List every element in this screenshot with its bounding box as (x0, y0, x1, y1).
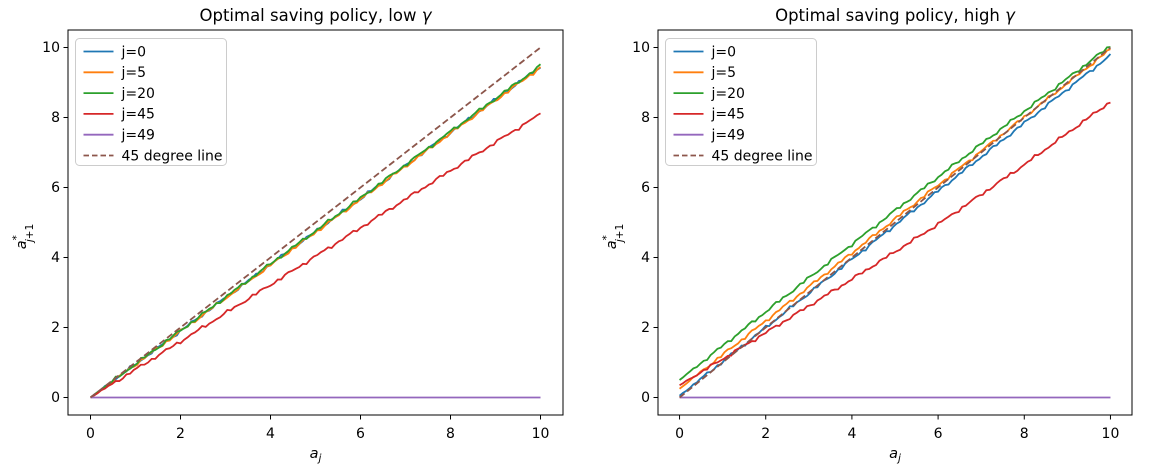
x-tick-label: 10 (1102, 426, 1120, 442)
x-axis: 0 2 4 6 8 10 (86, 415, 549, 442)
legend-label: j=5 (711, 65, 737, 81)
plot-low-gamma: 0 2 4 6 8 10 0 2 4 6 8 10 Optimal saving policy, low… (11, 6, 564, 465)
legend-label: j=49 (121, 128, 155, 144)
x-tick-label: 2 (761, 426, 770, 442)
y-tick-label: 10 (632, 40, 650, 56)
legend-label: 45 degree line (122, 148, 223, 164)
y-axis: 0 2 4 6 8 10 (632, 40, 658, 406)
y-tick-label: 0 (51, 390, 60, 406)
x-tick-label: 8 (1020, 426, 1029, 442)
legend: j=0 j=5 j=20 j=45 j=49 45 degree line (75, 38, 227, 166)
plot-lines (678, 46, 1112, 399)
x-tick-label: 4 (847, 426, 856, 442)
y-tick-label: 6 (51, 180, 60, 196)
y-tick-label: 10 (42, 40, 60, 56)
legend: j=0 j=5 j=20 j=45 j=49 45 degree line (665, 38, 817, 166)
plot-lines (89, 46, 542, 399)
x-tick-label: 4 (266, 426, 275, 442)
legend-box (75, 38, 227, 166)
axes-frame (657, 29, 1133, 416)
x-axis: 0 2 4 6 8 10 (675, 415, 1119, 442)
y-tick-label: 0 (641, 390, 650, 406)
plot-title: Optimal saving policy, low γ (199, 6, 432, 25)
y-axis-label: a*j+1 (601, 224, 626, 250)
y-tick-label: 4 (51, 250, 60, 266)
y-axis: 0 2 4 6 8 10 (42, 40, 68, 406)
legend-label: j=45 (711, 107, 745, 123)
x-tick-label: 8 (446, 426, 455, 442)
legend-box (665, 38, 817, 166)
x-axis-label: aj (889, 446, 901, 465)
y-axis-label: a*j+1 (11, 224, 36, 250)
y-tick-label: 8 (51, 110, 60, 126)
legend-label: j=5 (121, 65, 147, 81)
y-tick-label: 2 (641, 320, 650, 336)
y-tick-label: 6 (641, 180, 650, 196)
legend-label: j=49 (711, 128, 745, 144)
series-line-45-degree-line (89, 46, 542, 399)
series-line-45-degree-line (678, 46, 1112, 399)
y-tick-label: 2 (51, 320, 60, 336)
x-tick-label: 2 (176, 426, 185, 442)
series-line-j-45 (90, 112, 541, 399)
y-tick-label: 4 (641, 250, 650, 266)
y-tick-label: 8 (641, 110, 650, 126)
x-axis-label: aj (310, 446, 322, 465)
legend-label: j=20 (711, 86, 745, 102)
series-line-j-20 (679, 46, 1111, 381)
axes-frame (67, 29, 564, 416)
legend-label: j=0 (121, 44, 147, 60)
legend-label: j=45 (121, 107, 155, 123)
x-tick-label: 6 (356, 426, 365, 442)
series-line-j-5 (679, 48, 1111, 390)
x-tick-label: 6 (934, 426, 943, 442)
plot-title: Optimal saving policy, high γ (775, 6, 1016, 25)
plot-high-gamma: 0 2 4 6 8 10 0 2 4 6 8 10 Optimal saving policy, hig… (601, 6, 1133, 465)
series-line-j-20 (89, 63, 542, 399)
x-tick-label: 10 (532, 426, 550, 442)
series-line-j-45 (679, 101, 1111, 387)
x-tick-label: 0 (86, 426, 95, 442)
legend-label: j=20 (121, 86, 155, 102)
legend-label: j=0 (711, 44, 737, 60)
legend-label: 45 degree line (712, 148, 813, 164)
x-tick-label: 0 (675, 426, 684, 442)
